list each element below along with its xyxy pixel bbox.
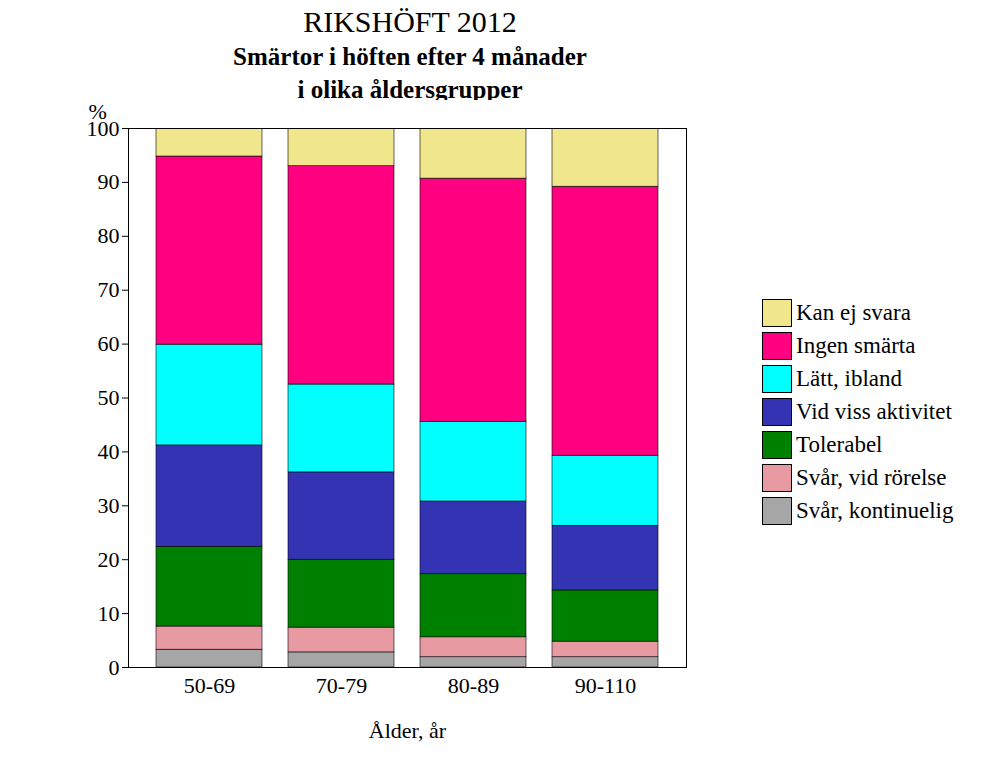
svg-text:Ålder, år: Ålder, år <box>369 718 447 743</box>
svg-text:0: 0 <box>109 655 120 680</box>
svg-text:20: 20 <box>98 547 120 572</box>
html-text:Kan ej svara: Kan ej svara <box>796 299 911 325</box>
svg-text:80: 80 <box>98 223 120 248</box>
svg-text:60: 60 <box>98 331 120 356</box>
html-text:Ingen smärta: Ingen smärta <box>796 332 916 358</box>
html-text:Svår, kontinuelig: Svår, kontinuelig <box>796 497 954 523</box>
svg-text:%: % <box>89 100 107 124</box>
html-text:Lätt, ibland: Lätt, ibland <box>796 365 902 391</box>
svg-text:10: 10 <box>98 601 120 626</box>
html-text:Vid viss aktivitet: Vid viss aktivitet <box>796 398 952 424</box>
svg-text:40: 40 <box>98 439 120 464</box>
svg-text:90: 90 <box>98 169 120 194</box>
svg-text:100: 100 <box>86 115 120 141</box>
svg-text:80-89: 80-89 <box>448 673 499 698</box>
html-text:RIKSHÖFT 2012: RIKSHÖFT 2012 <box>303 5 517 38</box>
html-text:Tolerabel: Tolerabel <box>796 431 883 457</box>
svg-text:30: 30 <box>98 493 120 518</box>
svg-text:90-110: 90-110 <box>575 673 637 698</box>
svg-text:70: 70 <box>98 277 120 302</box>
html-text:Smärtor i höften efter 4 månad: Smärtor i höften efter 4 månader i olika… <box>233 43 587 103</box>
svg-text:70-79: 70-79 <box>316 673 367 698</box>
svg-text:50-69: 50-69 <box>184 673 235 698</box>
html-text:Svår, vid rörelse: Svår, vid rörelse <box>796 464 947 490</box>
svg-text:50: 50 <box>98 385 120 410</box>
